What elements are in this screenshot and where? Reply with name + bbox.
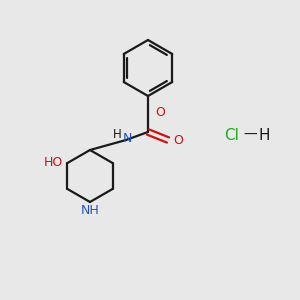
Text: H: H xyxy=(112,128,122,140)
Text: Cl: Cl xyxy=(225,128,239,142)
Text: NH: NH xyxy=(81,205,99,218)
Text: —: — xyxy=(243,128,257,142)
Text: N: N xyxy=(122,133,132,146)
Text: O: O xyxy=(155,106,165,119)
Text: H: H xyxy=(258,128,270,142)
Text: O: O xyxy=(173,134,183,148)
Text: HO: HO xyxy=(44,157,63,169)
